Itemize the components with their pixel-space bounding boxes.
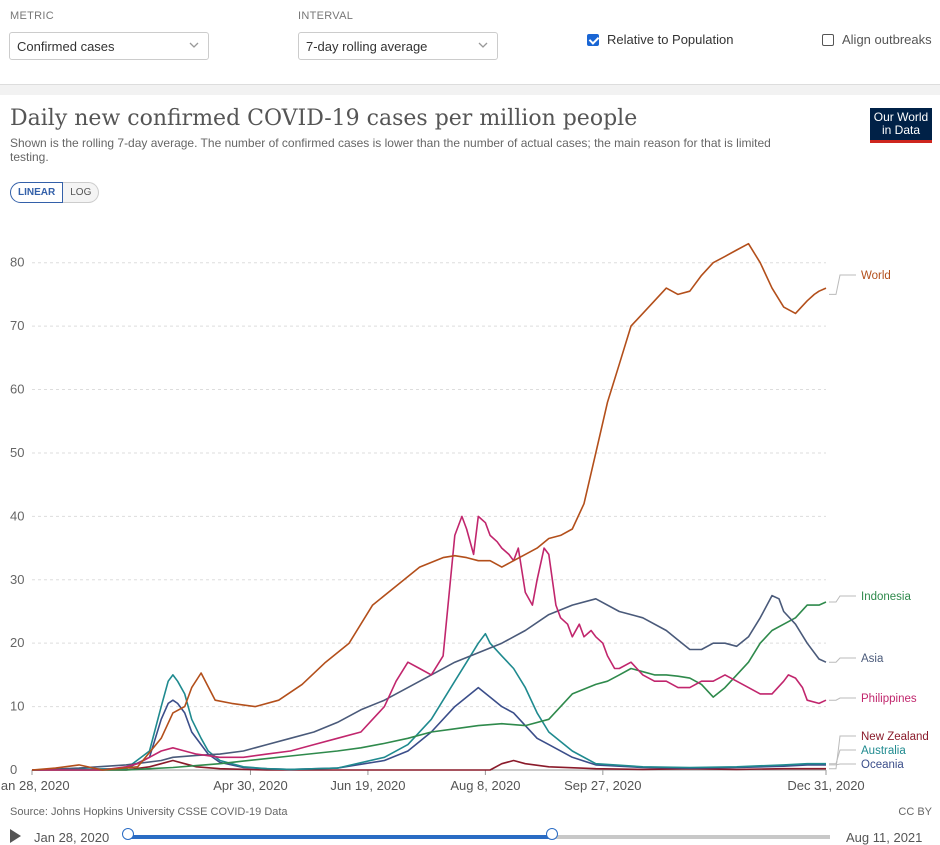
linear-scale-button[interactable]: LINEAR	[10, 182, 64, 203]
series-label-philippines[interactable]: Philippines	[861, 693, 917, 705]
series-labels: World Indonesia Asia Philippines New Zealand…	[829, 270, 929, 771]
timeline-track[interactable]	[128, 835, 830, 839]
y-tick-label: 0	[10, 762, 17, 777]
series-label-asia[interactable]: Asia	[861, 653, 884, 665]
y-tick-label: 60	[10, 382, 24, 397]
y-tick-label: 70	[10, 318, 24, 333]
source-note: Source: Johns Hopkins University CSSE CO…	[10, 806, 288, 818]
series-line-philippines[interactable]	[32, 515, 827, 771]
chart-subtitle: Shown is the rolling 7-day average. The …	[10, 136, 771, 164]
relative-to-population-checkbox[interactable]: Relative to Population	[587, 32, 733, 47]
y-tick-label: 10	[10, 699, 24, 714]
timeline: Jan 28, 2020 Aug 11, 2021	[0, 826, 940, 845]
scale-toggle: LINEAR LOG	[10, 182, 100, 203]
series-label-world[interactable]: World	[861, 270, 891, 282]
metric-label: METRIC	[10, 10, 54, 22]
timeline-end-label: Aug 11, 2021	[846, 830, 923, 845]
license-note[interactable]: CC BY	[898, 806, 932, 818]
align-outbreaks-checkbox[interactable]: Align outbreaks	[822, 32, 932, 47]
label-leader-line	[829, 735, 856, 770]
x-tick-label: Dec 31, 2020	[787, 778, 864, 793]
label-leader-line	[829, 749, 856, 765]
y-tick-label: 80	[10, 255, 24, 270]
chevron-down-icon	[478, 42, 488, 48]
y-tick-label: 50	[10, 445, 24, 460]
y-axis: 0 10 20 30 40 50 60 70 80	[10, 255, 24, 777]
x-tick-label: Apr 30, 2020	[213, 778, 287, 793]
series-line-new-zealand[interactable]	[32, 759, 826, 771]
play-icon[interactable]	[10, 829, 21, 843]
line-chart: 0 10 20 30 40 50 60 70 80 Jan 28, 2020 Apr 30, 20…	[0, 242, 929, 793]
relative-label: Relative to Population	[607, 32, 734, 47]
series-label-indonesia[interactable]: Indonesia	[861, 591, 911, 603]
logo-line-1: Our World	[873, 110, 929, 124]
owid-logo[interactable]: Our World in Data	[870, 108, 932, 143]
controls-divider	[0, 84, 940, 95]
y-tick-label: 30	[10, 572, 24, 587]
x-tick-label: Jan 28, 2020	[0, 778, 70, 793]
series-label-oceania[interactable]: Oceania	[861, 759, 904, 771]
x-tick-label: Sep 27, 2020	[564, 778, 641, 793]
label-leader-line	[829, 763, 856, 766]
logo-line-2: in Data	[881, 123, 921, 137]
label-leader-line	[829, 274, 856, 295]
interval-label: INTERVAL	[298, 10, 354, 22]
label-leader-line	[829, 697, 856, 701]
series-line-asia[interactable]	[31, 594, 827, 771]
checkbox-unchecked-icon	[822, 33, 834, 46]
series-line-world[interactable]	[31, 242, 827, 771]
x-tick-label: Aug 8, 2020	[450, 778, 520, 793]
label-leader-line	[829, 657, 856, 663]
series-line-oceania[interactable]	[31, 686, 826, 771]
label-leader-line	[829, 595, 856, 603]
grid	[32, 262, 826, 771]
chevron-down-icon	[189, 42, 199, 48]
timeline-start-handle[interactable]	[122, 828, 134, 840]
chart-title: Daily new confirmed COVID-19 cases per m…	[10, 106, 638, 131]
align-label: Align outbreaks	[842, 32, 932, 47]
series-lines	[31, 242, 827, 771]
series-line-australia[interactable]	[31, 632, 826, 771]
metric-select[interactable]: Confirmed cases	[9, 32, 209, 60]
timeline-end-handle[interactable]	[546, 828, 558, 840]
series-label-new-zealand[interactable]: New Zealand	[861, 731, 929, 743]
y-tick-label: 20	[10, 635, 24, 650]
series-label-australia[interactable]: Australia	[861, 745, 906, 757]
timeline-start-label: Jan 28, 2020	[34, 830, 110, 845]
log-scale-button[interactable]: LOG	[63, 182, 100, 203]
x-tick-label: Jun 19, 2020	[330, 778, 405, 793]
x-axis: Jan 28, 2020 Apr 30, 2020 Jun 19, 2020 Aug …	[0, 770, 865, 793]
series-line-indonesia[interactable]	[32, 601, 827, 771]
interval-select[interactable]: 7-day rolling average	[298, 32, 498, 60]
interval-value: 7-day rolling average	[306, 39, 428, 54]
y-tick-label: 40	[10, 508, 24, 523]
timeline-selected-range	[128, 835, 552, 839]
checkbox-checked-icon	[587, 33, 599, 46]
metric-value: Confirmed cases	[17, 39, 115, 54]
